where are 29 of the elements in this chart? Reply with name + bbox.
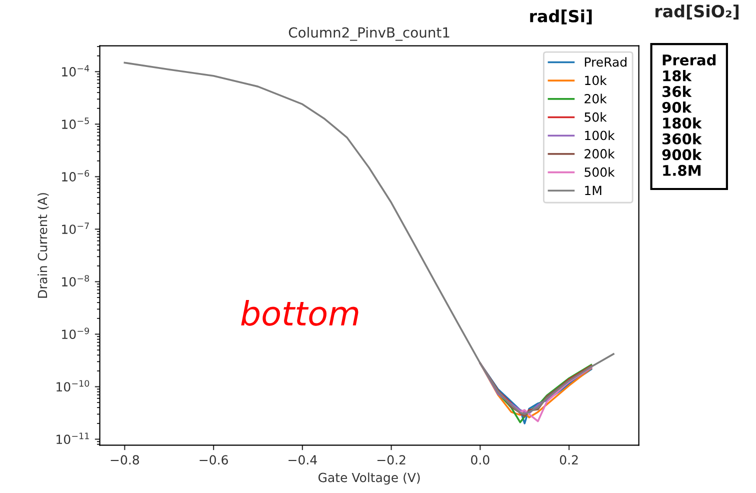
x-tick-label: −0.4	[288, 455, 317, 465]
legend-label: 200k	[584, 148, 615, 159]
legend-label: 100k	[585, 130, 615, 140]
x-tick-label: −0.6	[200, 455, 228, 465]
y-tick-label: 10$^{−5}$	[62, 118, 89, 129]
x-axis-title: Gate Voltage (V)	[318, 472, 420, 485]
annotation: bottom	[241, 300, 358, 326]
text: rad[Si]	[530, 10, 592, 24]
legend-label: 50k	[584, 112, 607, 122]
y-tick-label: 10$^{−9}$	[62, 328, 90, 340]
x-tick-label: 0.0	[471, 455, 490, 465]
y-tick-label: 10$^{−6}$	[62, 170, 90, 182]
y-tick-label: 10$^{−7}$	[62, 222, 89, 234]
text: Prerad 18k 36k 90k 180k 360k 900k 1.8M	[662, 54, 716, 176]
x-tick-label: −0.8	[110, 455, 139, 465]
text: rad[SiO₂]	[656, 4, 739, 20]
chart-title: Column2_PinvB_count1	[288, 26, 450, 41]
y-axis-title: Drain Current (A)	[38, 193, 49, 298]
legend-label: PreRad	[584, 57, 626, 67]
x-tick-label: 0.2	[560, 455, 578, 465]
legend-label: 20k	[584, 94, 607, 104]
y-tick-label: 10$^{−8}$	[62, 275, 90, 287]
y-tick-label: 10$^{−4}$	[62, 65, 90, 76]
y-tick-label: 10$^{−10}$	[56, 380, 90, 392]
legend-label: 10k	[585, 75, 607, 86]
legend-label: 1M	[585, 186, 602, 196]
x-tick-label: −0.2	[377, 455, 406, 465]
y-tick-label: 10$^{−11}$	[56, 432, 89, 444]
legend-label: 500k	[584, 167, 615, 177]
